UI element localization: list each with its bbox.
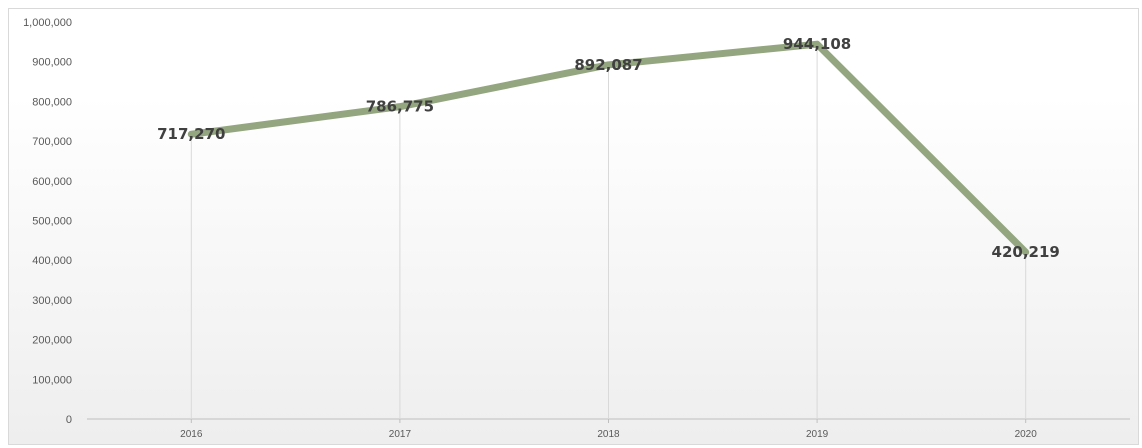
data-label: 420,219 <box>992 243 1060 261</box>
x-tick-label: 2020 <box>1015 429 1038 440</box>
y-tick-label: 600,000 <box>32 176 72 188</box>
x-tick-label: 2019 <box>806 429 829 440</box>
data-point <box>1022 249 1029 256</box>
x-tick-label: 2017 <box>389 429 412 440</box>
y-tick-label: 100,000 <box>32 374 72 386</box>
data-point <box>188 131 195 138</box>
x-tick-label: 2018 <box>597 429 620 440</box>
x-tick-label: 2016 <box>180 429 203 440</box>
y-tick-label: 1,000,000 <box>23 17 72 29</box>
data-label: 944,108 <box>783 35 851 53</box>
data-label: 717,270 <box>157 125 225 143</box>
chart-area <box>8 8 1139 445</box>
data-point <box>396 103 403 110</box>
y-tick-label: 200,000 <box>32 335 72 347</box>
data-point <box>814 41 821 48</box>
data-label: 892,087 <box>574 56 642 74</box>
y-tick-label: 400,000 <box>32 255 72 267</box>
data-label: 786,775 <box>366 98 434 116</box>
y-tick-label: 0 <box>66 414 72 426</box>
y-tick-label: 800,000 <box>32 96 72 108</box>
y-tick-label: 300,000 <box>32 295 72 307</box>
y-tick-label: 500,000 <box>32 216 72 228</box>
data-point <box>605 61 612 68</box>
y-tick-label: 900,000 <box>32 57 72 69</box>
y-tick-label: 700,000 <box>32 136 72 148</box>
